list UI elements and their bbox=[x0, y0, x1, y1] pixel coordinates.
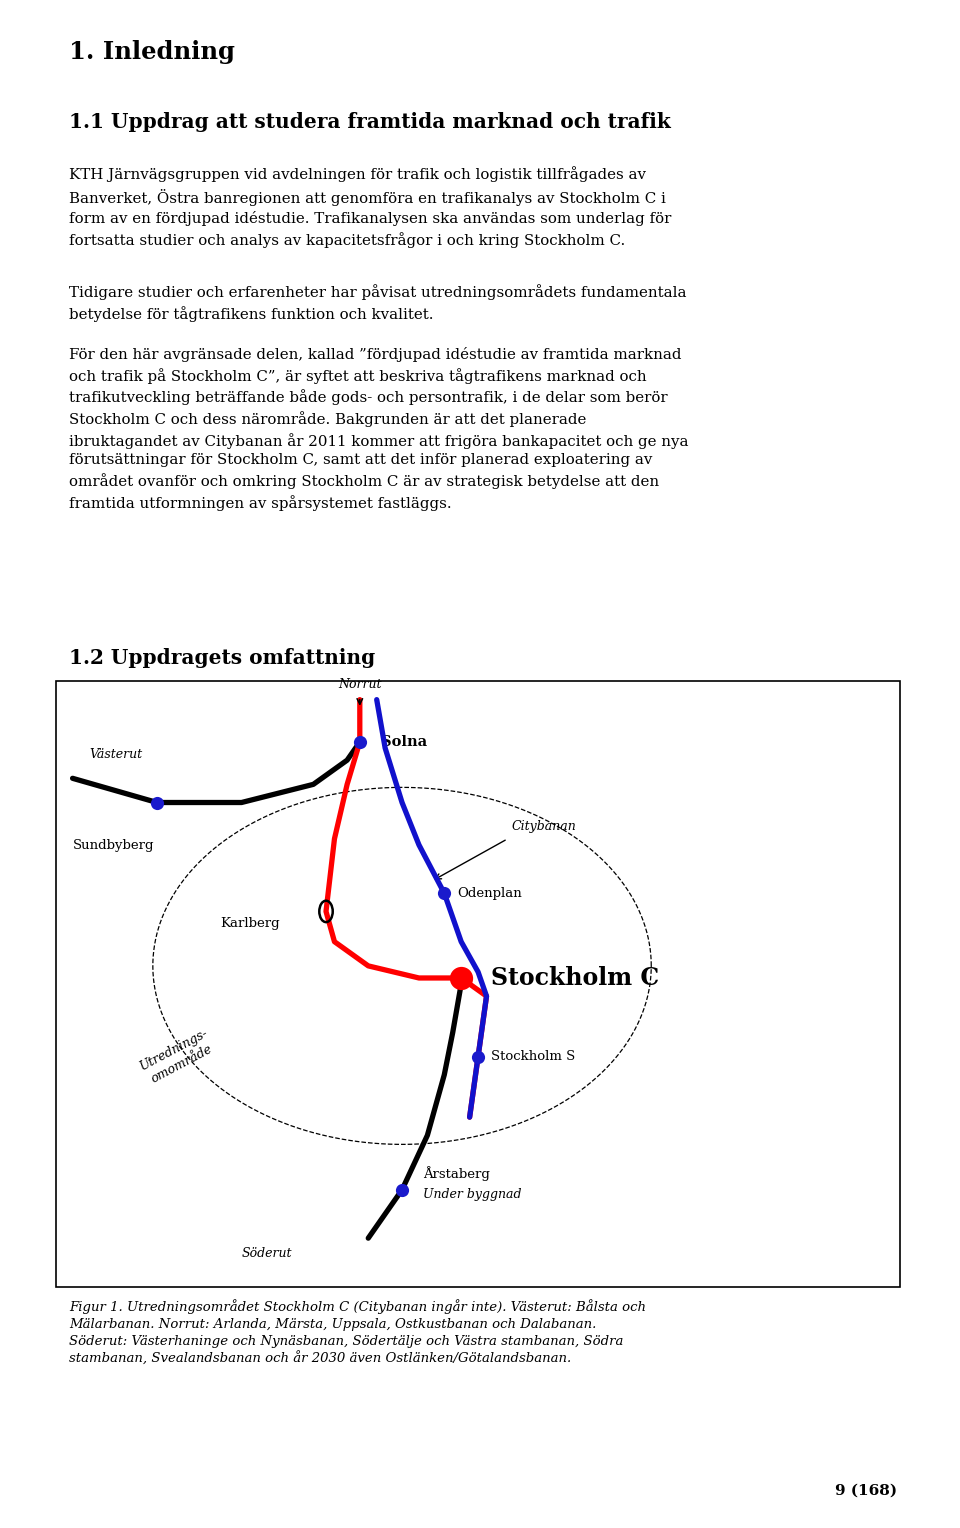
Text: För den här avgränsade delen, kallad ”fördjupad idéstudie av framtida marknad
oc: För den här avgränsade delen, kallad ”fö… bbox=[69, 347, 688, 510]
Point bbox=[470, 1045, 486, 1070]
Point bbox=[352, 730, 368, 755]
Point bbox=[150, 790, 165, 814]
Text: Solna: Solna bbox=[381, 735, 427, 749]
Text: Stockholm S: Stockholm S bbox=[491, 1050, 575, 1063]
Text: Tidigare studier och erfarenheter har påvisat utredningsområdets fundamentala
be: Tidigare studier och erfarenheter har på… bbox=[69, 284, 686, 322]
Text: 1.2 Uppdragets omfattning: 1.2 Uppdragets omfattning bbox=[69, 648, 375, 668]
Text: Söderut: Söderut bbox=[242, 1247, 292, 1261]
Text: Utrednings-
omområde: Utrednings- omområde bbox=[138, 1027, 218, 1086]
Text: Figur 1. Utredningsområdet Stockholm C (Citybanan ingår inte). Västerut: Bålsta : Figur 1. Utredningsområdet Stockholm C (… bbox=[69, 1299, 646, 1366]
Text: Årstaberg: Årstaberg bbox=[423, 1166, 490, 1181]
Text: Stockholm C: Stockholm C bbox=[491, 966, 659, 990]
Text: Karlberg: Karlberg bbox=[221, 917, 280, 931]
Text: Odenplan: Odenplan bbox=[457, 886, 521, 900]
Point bbox=[437, 882, 452, 906]
Text: 1.1 Uppdrag att studera framtida marknad och trafik: 1.1 Uppdrag att studera framtida marknad… bbox=[69, 112, 671, 131]
Text: Västerut: Västerut bbox=[89, 747, 143, 761]
Text: Citybanan: Citybanan bbox=[512, 821, 577, 833]
Text: 9 (168): 9 (168) bbox=[835, 1484, 898, 1497]
Point bbox=[453, 966, 468, 990]
Point bbox=[395, 1178, 410, 1203]
Text: KTH Järnvägsgruppen vid avdelningen för trafik och logistik tillfrågades av
Banv: KTH Järnvägsgruppen vid avdelningen för … bbox=[69, 167, 671, 248]
Text: Sundbyberg: Sundbyberg bbox=[73, 839, 154, 851]
Text: 1. Inledning: 1. Inledning bbox=[69, 40, 235, 64]
Text: Norrut: Norrut bbox=[338, 677, 381, 691]
Bar bbox=[56, 681, 900, 1287]
Text: Under byggnad: Under byggnad bbox=[423, 1189, 521, 1201]
